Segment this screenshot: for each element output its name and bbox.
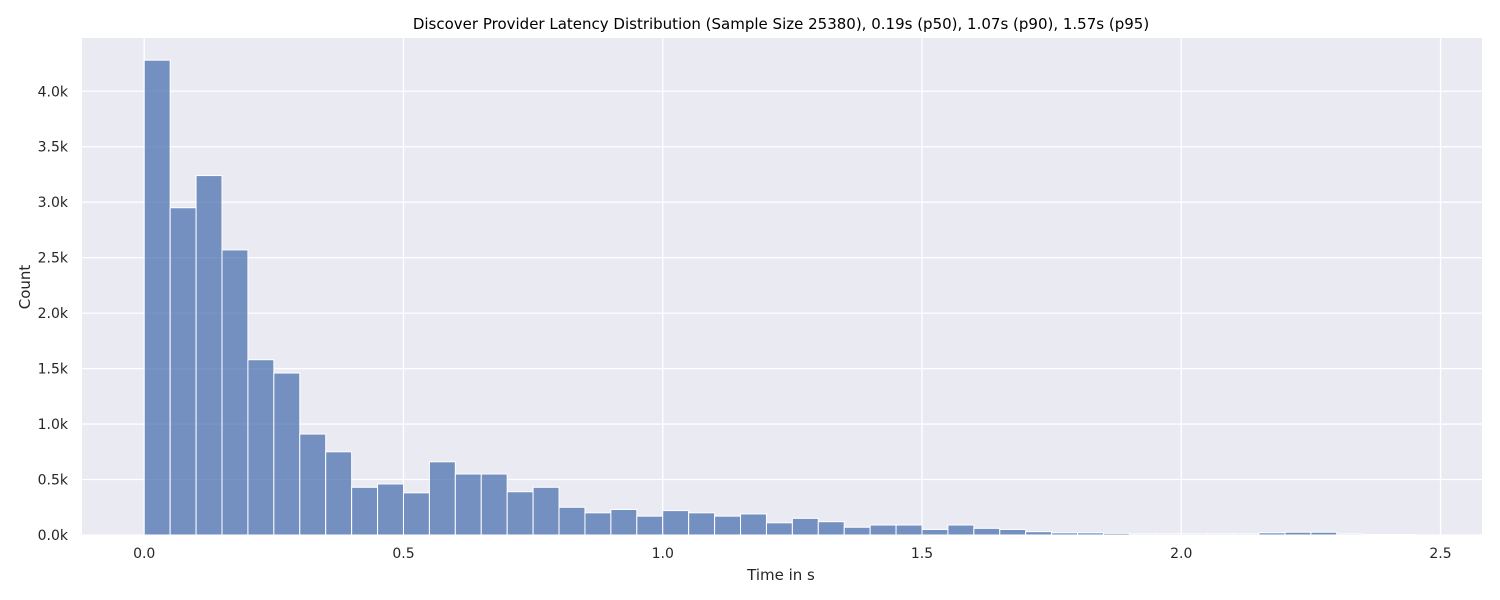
histogram-bar [454, 473, 482, 536]
y-tick-label: 4.0k [38, 84, 69, 100]
histogram-bar [1362, 533, 1390, 536]
histogram-bar [636, 515, 664, 536]
histogram-bars [143, 59, 1416, 536]
histogram-bar [299, 433, 327, 536]
histogram-bar [999, 528, 1027, 536]
histogram-bar [351, 486, 379, 536]
y-tick-label: 3.0k [38, 195, 69, 211]
histogram-bar [1180, 533, 1208, 536]
histogram-bar [247, 359, 275, 536]
y-tick-label: 2.5k [38, 251, 69, 267]
histogram-bar [377, 483, 404, 536]
histogram-bar [869, 524, 897, 536]
histogram-bar [1102, 532, 1130, 536]
histogram-bar [195, 175, 223, 536]
histogram-bar [662, 510, 690, 536]
y-tick-label: 0.0k [38, 528, 69, 544]
histogram-bar [1128, 533, 1156, 536]
histogram-bar [921, 528, 949, 536]
histogram-bar [1310, 531, 1338, 536]
histogram-bar [947, 524, 975, 536]
x-tick-label: 2.0 [1170, 546, 1192, 562]
histogram-bar [765, 522, 793, 536]
histogram-bar [428, 461, 456, 536]
histogram-bar [1336, 533, 1364, 536]
x-tick-label: 2.5 [1429, 546, 1451, 562]
histogram-bar [325, 451, 353, 536]
x-tick-label: 1.5 [911, 546, 933, 562]
chart-title: Discover Provider Latency Distribution (… [413, 15, 1149, 33]
histogram-bar [714, 515, 742, 536]
histogram-bar [843, 526, 871, 536]
histogram-bar [1077, 532, 1104, 536]
y-tick-label: 1.0k [38, 417, 69, 433]
histogram-bar [584, 512, 612, 536]
histogram-bar [688, 512, 716, 536]
x-tick-labels: 0.0 0.5 1.0 1.5 2.0 2.5 [133, 546, 1452, 562]
histogram-bar [817, 521, 845, 536]
x-tick-label: 0.0 [133, 546, 155, 562]
histogram-bar [895, 524, 923, 536]
histogram-bar [1232, 533, 1260, 536]
histogram-bar [1154, 533, 1182, 536]
histogram-bar [1051, 532, 1079, 536]
y-tick-label: 1.5k [38, 362, 69, 378]
histogram-bar [973, 527, 1001, 536]
histogram-bar [791, 517, 819, 536]
y-tick-label: 0.5k [38, 473, 69, 489]
histogram-bar [1284, 531, 1312, 536]
histogram-bar [532, 486, 560, 536]
histogram-bar [169, 207, 197, 536]
x-tick-label: 0.5 [392, 546, 414, 562]
histogram-bar [1025, 531, 1053, 536]
y-tick-label: 2.0k [38, 306, 69, 322]
histogram-bar [558, 506, 586, 536]
histogram-bar [480, 473, 508, 536]
x-tick-label: 1.0 [652, 546, 674, 562]
histogram-bar [1258, 532, 1286, 536]
histogram-bar [610, 508, 638, 536]
x-axis-label: Time in s [746, 566, 815, 584]
y-axis-label: Count [16, 265, 34, 310]
histogram-bar [1388, 533, 1416, 536]
histogram-bar [143, 59, 171, 536]
y-tick-labels: 0.0k 0.5k 1.0k 1.5k 2.0k 2.5k 3.0k 3.5k 4.0k [38, 84, 69, 544]
histogram-bar [1206, 533, 1234, 536]
histogram-bar [740, 513, 767, 536]
histogram-bar [273, 372, 301, 536]
histogram-bar [221, 249, 249, 536]
histogram-bar [506, 491, 534, 536]
histogram-bar [402, 492, 430, 536]
y-tick-label: 3.5k [38, 140, 69, 156]
